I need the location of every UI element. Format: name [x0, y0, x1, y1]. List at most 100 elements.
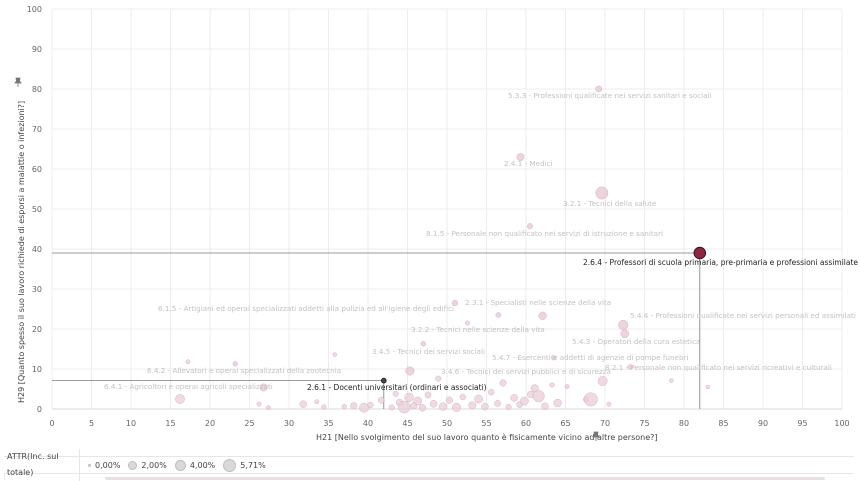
- data-point[interactable]: [321, 404, 327, 410]
- data-point[interactable]: [420, 341, 427, 347]
- x-tick-label: 5: [89, 419, 94, 428]
- data-point[interactable]: [669, 378, 674, 383]
- data-point[interactable]: [435, 375, 442, 382]
- point-label: 2.3.1 - Specialisti nelle scienze della …: [465, 298, 611, 307]
- data-point[interactable]: [232, 361, 238, 367]
- x-tick-label: 15: [165, 419, 175, 428]
- y-axis-ticks: 0 10 20 30 40 50 60 70 80 90 100: [27, 5, 42, 414]
- size-swatch-0: [88, 463, 91, 467]
- data-point[interactable]: [465, 320, 470, 326]
- data-point[interactable]: [332, 352, 338, 357]
- x-axis-pin-icon[interactable]: [592, 431, 600, 441]
- data-point[interactable]: [392, 390, 399, 397]
- scrollbar-thumb[interactable]: [105, 477, 825, 480]
- data-point[interactable]: [413, 396, 423, 406]
- y-tick-label: 40: [32, 245, 42, 254]
- data-point[interactable]: [551, 355, 557, 361]
- point-label: 2.6.4 - Professori di scuola primaria, p…: [583, 258, 858, 267]
- data-point[interactable]: [459, 393, 466, 401]
- point-labels: 5.3.3 - Professioni qualificate nei serv…: [104, 91, 858, 392]
- data-point[interactable]: [620, 329, 630, 339]
- point-label: 5.4.4 - Professioni qualificate nei serv…: [630, 311, 856, 320]
- data-point[interactable]: [445, 396, 453, 404]
- x-tick-label: 30: [284, 419, 294, 428]
- size-legend-item[interactable]: 2,00%: [128, 460, 167, 470]
- data-point[interactable]: [378, 396, 385, 404]
- data-point[interactable]: [266, 405, 271, 411]
- point-label: 6.1.5 - Artigiani ed operai specializzat…: [158, 304, 454, 313]
- data-point[interactable]: [451, 402, 461, 412]
- data-point[interactable]: [553, 398, 562, 408]
- data-point[interactable]: [510, 394, 518, 402]
- data-point[interactable]: [405, 366, 415, 376]
- data-point[interactable]: [499, 379, 507, 387]
- size-legend-item[interactable]: 5,71%: [223, 458, 266, 472]
- y-tick-label: 90: [32, 45, 42, 54]
- data-point[interactable]: [468, 401, 477, 410]
- data-point[interactable]: [595, 85, 603, 93]
- size-legend-title: ATTR(Inc. sul totale): [4, 449, 80, 481]
- data-point[interactable]: [495, 312, 502, 318]
- y-tick-label: 80: [32, 85, 42, 94]
- x-tick-label: 25: [244, 419, 254, 428]
- data-point[interactable]: [185, 359, 191, 365]
- data-point[interactable]: [175, 394, 185, 404]
- point-label: 6.4.2 - Allevatori e operai specializzat…: [147, 366, 341, 375]
- y-axis-pin-icon[interactable]: [14, 77, 22, 87]
- data-point[interactable]: [474, 394, 483, 404]
- data-point[interactable]: [350, 402, 358, 410]
- data-point[interactable]: [516, 153, 525, 161]
- y-tick-label: 70: [32, 125, 42, 134]
- data-point[interactable]: [583, 392, 598, 407]
- data-point[interactable]: [705, 384, 710, 390]
- data-point[interactable]: [359, 402, 369, 413]
- data-point[interactable]: [564, 384, 570, 390]
- data-point[interactable]: [532, 390, 545, 403]
- horizontal-scrollbar[interactable]: [4, 473, 855, 480]
- data-point[interactable]: [549, 382, 555, 388]
- data-point[interactable]: [693, 246, 707, 260]
- data-point[interactable]: [481, 402, 489, 411]
- data-point[interactable]: [314, 399, 320, 405]
- data-point[interactable]: [541, 402, 549, 410]
- data-point[interactable]: [404, 392, 414, 403]
- x-tick-label: 95: [797, 419, 807, 428]
- data-point[interactable]: [606, 401, 612, 407]
- size-legend-item[interactable]: 0,00%: [88, 461, 120, 470]
- size-legend-label: 2,00%: [141, 460, 167, 470]
- y-tick-label: 100: [27, 5, 42, 14]
- data-point[interactable]: [429, 400, 438, 408]
- data-point[interactable]: [367, 401, 374, 409]
- data-point[interactable]: [618, 319, 629, 331]
- data-point[interactable]: [388, 404, 395, 411]
- data-point[interactable]: [488, 389, 495, 396]
- data-point[interactable]: [451, 299, 459, 307]
- data-point[interactable]: [494, 400, 501, 407]
- size-legend-label: 5,71%: [240, 460, 266, 470]
- point-label: 2.6.1 - Docenti universitari (ordinari e…: [307, 383, 487, 392]
- data-point[interactable]: [341, 404, 347, 410]
- data-points[interactable]: [175, 85, 710, 414]
- data-point[interactable]: [538, 311, 547, 320]
- size-legend-label: 4,00%: [189, 460, 216, 470]
- y-tick-label: 50: [32, 205, 42, 214]
- scatter-chart: 0 5 10 15 20 25 30 35 40 45 50 55 60 65 70 75 80 85 90 95 10…: [14, 5, 858, 442]
- data-point[interactable]: [259, 383, 268, 392]
- data-point[interactable]: [627, 364, 634, 370]
- data-point[interactable]: [526, 223, 533, 230]
- data-point[interactable]: [595, 186, 609, 200]
- x-axis-ticks: 0 5 10 15 20 25 30 35 40 45 50 55 60 65 70 75 80 85 90 95 10…: [49, 419, 849, 428]
- data-point[interactable]: [597, 376, 608, 386]
- data-point[interactable]: [505, 404, 512, 410]
- data-point[interactable]: [256, 401, 262, 407]
- data-point[interactable]: [398, 400, 411, 414]
- data-point[interactable]: [520, 396, 529, 406]
- data-point[interactable]: [381, 377, 387, 384]
- x-tick-label: 45: [402, 419, 412, 428]
- data-point[interactable]: [299, 400, 307, 408]
- data-point[interactable]: [418, 404, 427, 412]
- point-label: 3.2.1 - Tecnici della salute: [563, 199, 657, 208]
- size-legend-item[interactable]: 4,00%: [174, 459, 216, 471]
- data-point[interactable]: [438, 402, 448, 411]
- data-point[interactable]: [424, 391, 432, 399]
